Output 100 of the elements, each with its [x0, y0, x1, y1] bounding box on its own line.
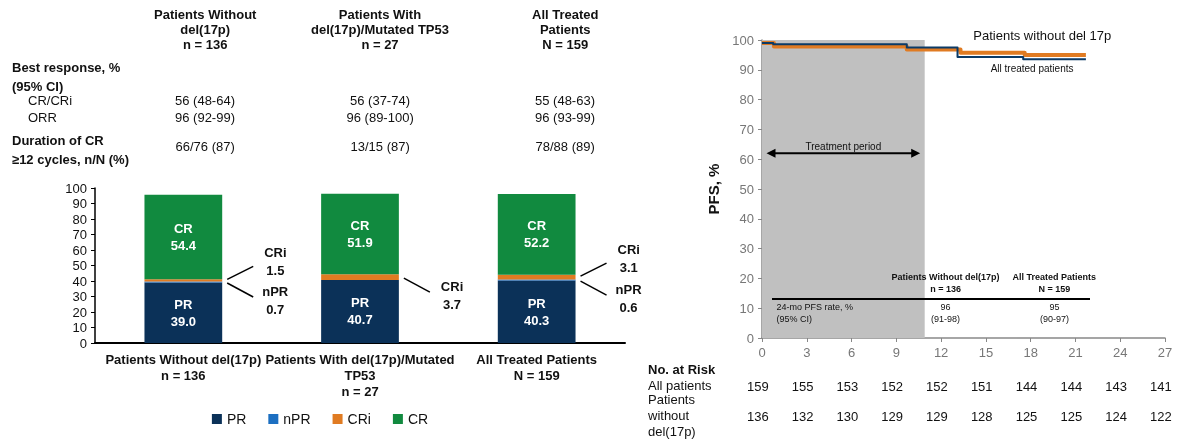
data-label: 39.0: [170, 313, 196, 329]
text: nPR: [615, 282, 642, 298]
text: All Treated Patients N = 159: [532, 6, 599, 52]
text: 128: [970, 408, 993, 424]
text: 152: [926, 378, 948, 394]
bar: [497, 280, 576, 343]
text: ORR: [28, 109, 57, 125]
y-tick-label: 70: [739, 121, 754, 137]
bar: [497, 274, 576, 280]
text: 132: [791, 408, 814, 424]
y-tick-label: 0: [746, 330, 754, 346]
y-tick-label: 40: [739, 211, 754, 227]
text: 136: [747, 408, 769, 424]
text: PR: [174, 296, 193, 312]
bar: [321, 279, 399, 343]
text: 55 (48-63): [535, 92, 595, 108]
text: Patients Without del(17p) n = 136: [154, 6, 257, 52]
text: 125: [1015, 408, 1038, 424]
text: 143: [1105, 378, 1127, 394]
annotation: All Treated Patients N = 159: [1012, 270, 1097, 295]
annotation: 95 (90-97): [1040, 301, 1070, 326]
legend-label: CR: [407, 411, 429, 427]
y-tick-label: 60: [72, 242, 87, 258]
data-label: 51.9: [347, 234, 373, 250]
y-tick-label: 70: [72, 227, 87, 242]
text: 56 (48-64): [175, 92, 235, 108]
legend-label: PR: [226, 411, 247, 427]
bar: [144, 194, 223, 280]
text: CR: [173, 220, 193, 236]
x-tick-label: 15: [978, 345, 994, 360]
annotation: 96 (91-98): [931, 301, 961, 326]
text: 155: [791, 378, 814, 394]
y-axis-title: PFS, %: [705, 163, 723, 215]
text: 151: [970, 378, 993, 394]
text: 96 (93-99): [535, 109, 595, 125]
text: All patients: [648, 378, 713, 394]
x-tick-label: 18: [1023, 345, 1038, 360]
text: 78/88 (89): [535, 138, 595, 154]
x-tick-label: 27: [1157, 345, 1173, 360]
text: 152: [881, 378, 904, 394]
data-label: 54.4: [170, 237, 197, 253]
text: Duration of CR ≥12 cycles, n/N (%): [12, 132, 129, 169]
bar: [321, 274, 399, 280]
y-tick-label: 80: [72, 211, 87, 227]
text: 96 (89-100): [346, 109, 414, 125]
text: PR: [350, 295, 370, 311]
x-tick-label: 3: [803, 345, 811, 360]
series-label: All treated patients: [990, 61, 1074, 76]
y-tick-label: 100: [65, 180, 87, 196]
x-tick-label: 9: [892, 345, 900, 360]
y-tick-label: 90: [72, 196, 87, 211]
y-tick-label: 20: [72, 304, 87, 320]
y-tick-label: 100: [732, 32, 754, 48]
y-tick-label: 40: [72, 273, 87, 289]
x-tick-label: Patients With del(17p)/Mutated TP53 n = 27: [265, 351, 455, 399]
annotation: 24-mo PFS rate, % (95% CI): [776, 301, 853, 326]
data-label: 1.5: [266, 263, 285, 279]
x-tick-label: 0: [758, 345, 766, 360]
y-tick-label: 60: [739, 151, 754, 167]
text: CRi: [617, 242, 640, 258]
legend-label: CRi: [347, 411, 371, 427]
data-label: 3.7: [443, 297, 462, 313]
text: 124: [1105, 408, 1127, 424]
x-tick-label: 12: [933, 345, 949, 360]
text: 96 (92-99): [175, 109, 235, 125]
text: 66/76 (87): [175, 138, 235, 154]
data-label: 0.7: [266, 302, 285, 317]
data-label: 40.3: [524, 312, 550, 328]
annotation: Patients Without del(17p) n = 136: [891, 270, 1000, 295]
text: Best response, % (95% CI): [12, 59, 121, 96]
text: 153: [836, 378, 859, 394]
x-tick-label: 21: [1068, 345, 1083, 360]
x-tick-label: Patients Without del(17p) n = 136: [105, 351, 262, 383]
x-tick-label: 24: [1112, 345, 1128, 360]
text: 122: [1150, 408, 1172, 424]
text: 13/15 (87): [350, 138, 410, 154]
y-tick-label: 10: [72, 320, 87, 335]
y-tick-label: 50: [72, 258, 87, 273]
data-label: 3.1: [619, 260, 638, 276]
text: CR: [350, 217, 370, 233]
text: 130: [836, 408, 859, 424]
y-tick-label: 10: [739, 300, 754, 316]
band-label: Treatment period: [805, 140, 882, 152]
text: nPR: [262, 284, 289, 299]
y-tick-label: 20: [739, 270, 754, 286]
text: Patients without del(17p): [648, 392, 696, 440]
bar: [144, 282, 223, 343]
y-tick-label: 30: [739, 241, 754, 257]
legend-label: nPR: [283, 411, 311, 427]
series-label: Patients without del 17p: [973, 28, 1112, 44]
y-tick-label: 30: [72, 289, 87, 304]
text: 129: [926, 408, 948, 424]
text: 159: [747, 378, 769, 394]
text: 144: [1015, 378, 1038, 394]
data-label: 0.6: [619, 300, 638, 316]
text: 141: [1150, 378, 1172, 394]
text: 125: [1060, 408, 1083, 424]
text: PR: [527, 295, 546, 311]
text: CRi: [264, 245, 287, 261]
bar: [321, 193, 399, 275]
